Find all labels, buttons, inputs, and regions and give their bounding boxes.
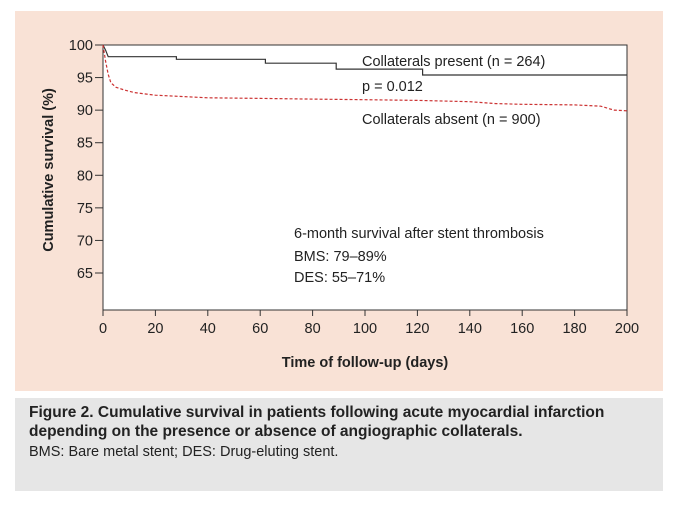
y-tick-label-85: 85	[77, 136, 93, 152]
x-tick-label-40: 40	[200, 321, 216, 337]
series-line-0	[102, 44, 627, 76]
x-tick-label-80: 80	[305, 321, 321, 337]
y-tick-label-95: 95	[77, 71, 93, 87]
x-axis: 0 20 40 60 80 100 120 140 160 180 200	[99, 310, 639, 337]
y-tick-label-100: 100	[69, 38, 93, 54]
plot-area	[102, 44, 628, 311]
x-tick-label-180: 180	[562, 321, 586, 337]
x-tick-label-160: 160	[510, 321, 534, 337]
x-tick-label-140: 140	[458, 321, 482, 337]
x-tick-label-60: 60	[252, 321, 268, 337]
figure-caption: Figure 2. Cumulative survival in patient…	[15, 398, 663, 491]
survival-note-bms: BMS: 79–89%	[294, 249, 387, 265]
x-tick-label-100: 100	[353, 321, 377, 337]
y-axis: 65 70 75 80 85 90 95 100	[69, 38, 103, 282]
caption-title: Figure 2. Cumulative survival in patient…	[29, 404, 605, 440]
y-tick-label-65: 65	[77, 266, 93, 282]
p-value-label: p = 0.012	[362, 79, 423, 95]
x-tick-label-0: 0	[99, 321, 107, 337]
series-line-1	[102, 44, 628, 112]
y-tick-label-75: 75	[77, 201, 93, 217]
legend-collaterals-absent: Collaterals absent (n = 900)	[362, 112, 541, 128]
survival-note-des: DES: 55–71%	[294, 270, 385, 286]
x-axis-label: Time of follow-up (days)	[282, 355, 449, 371]
x-tick-label-20: 20	[147, 321, 163, 337]
caption-abbreviations: BMS: Bare metal stent; DES: Drug-eluting…	[29, 444, 339, 460]
y-axis-label: Cumulative survival (%)	[41, 88, 57, 252]
x-tick-label-200: 200	[615, 321, 639, 337]
y-tick-label-80: 80	[77, 168, 93, 184]
survival-note-title: 6-month survival after stent thrombosis	[294, 226, 544, 242]
legend-collaterals-present: Collaterals present (n = 264)	[362, 54, 545, 70]
y-tick-label-90: 90	[77, 103, 93, 119]
y-tick-label-70: 70	[77, 233, 93, 249]
series-group	[102, 44, 628, 112]
x-tick-label-120: 120	[405, 321, 429, 337]
